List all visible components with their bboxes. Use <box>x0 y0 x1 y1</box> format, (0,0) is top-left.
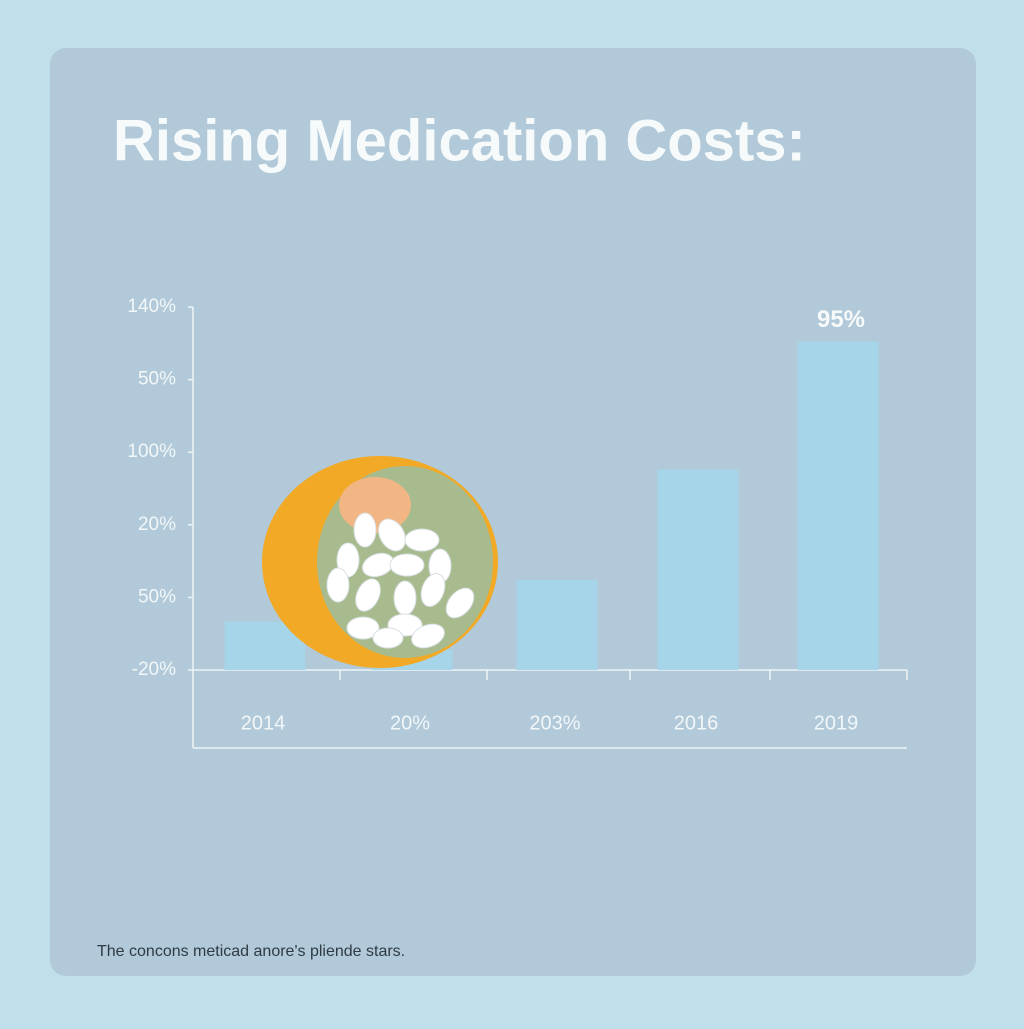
y-tick-label: 100% <box>127 441 176 462</box>
x-tick-label: 2016 <box>674 712 719 734</box>
data-label: 95% <box>817 306 865 333</box>
footnote: The concons meticad anore's pliende star… <box>97 943 405 960</box>
x-tick-label: 203% <box>529 712 580 734</box>
bar <box>657 469 739 670</box>
y-tick-label: -20% <box>132 659 176 680</box>
x-tick-label: 2014 <box>241 712 286 734</box>
x-tick-label: 2019 <box>814 712 859 734</box>
y-tick-label: 20% <box>138 514 176 535</box>
chart-title: Rising Medication Costs: <box>113 108 806 173</box>
panel <box>50 48 976 976</box>
y-tick-label: 50% <box>138 369 176 390</box>
bar <box>516 580 598 670</box>
pills <box>326 512 475 649</box>
y-tick-label: 50% <box>138 586 176 607</box>
x-tick-label: 20% <box>390 712 430 734</box>
bar <box>797 341 879 670</box>
y-tick-label: 140% <box>127 296 176 317</box>
pill-bottle <box>262 456 498 668</box>
